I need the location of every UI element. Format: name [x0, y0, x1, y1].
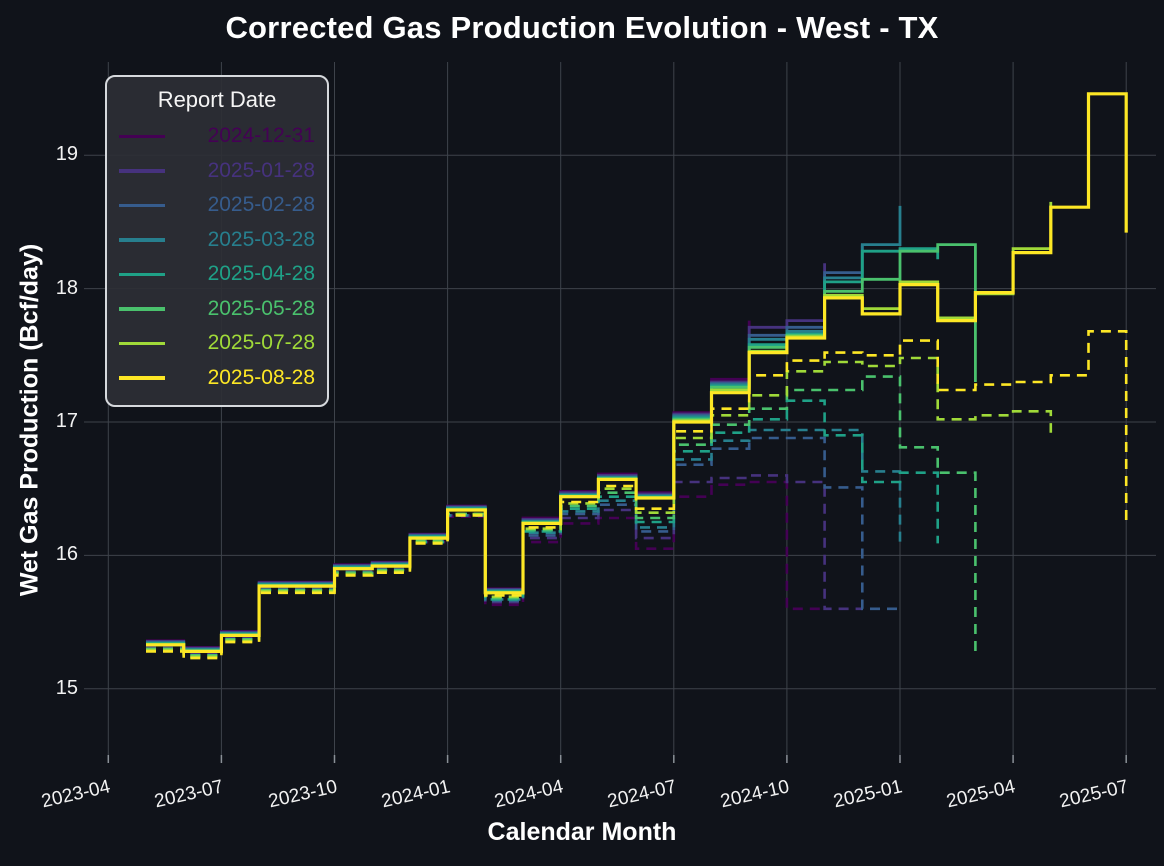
legend-title: Report Date	[157, 87, 277, 112]
legend-label: 2025-01-28	[207, 158, 315, 182]
legend-line-swatch	[119, 238, 165, 242]
legend-item-2025-07-28[interactable]: 2025-07-28	[107, 326, 327, 361]
dashed-line-2025-08-28	[146, 330, 1128, 660]
legend-items: 2024-12-31 2025-01-28 2025-02-28 2025-03-28…	[107, 119, 327, 395]
legend-line-swatch	[119, 307, 165, 311]
y-tick-label: 17	[55, 410, 78, 432]
legend-label: 2025-07-28	[207, 331, 315, 355]
solid-line-2025-08-28	[146, 92, 1128, 653]
legend: Report Date 2024-12-31 2025-01-28 2025-02-…	[105, 75, 329, 407]
legend-line-swatch	[119, 169, 165, 173]
legend-line-swatch	[119, 376, 165, 380]
legend-label: 2025-02-28	[207, 193, 315, 217]
legend-line-swatch	[119, 134, 165, 138]
axis-tick-marks	[107, 755, 1127, 763]
data-lines	[146, 92, 1128, 660]
legend-line-swatch	[119, 203, 165, 207]
legend-label: 2025-04-28	[207, 262, 315, 286]
legend-item-2025-03-28[interactable]: 2025-03-28	[107, 223, 327, 258]
dashed-line-2025-04-28	[146, 399, 939, 657]
legend-label: 2024-12-31	[207, 124, 315, 148]
legend-item-2025-05-28[interactable]: 2025-05-28	[107, 292, 327, 327]
legend-label: 2025-08-28	[207, 365, 315, 389]
legend-line-swatch	[119, 341, 165, 345]
y-tick-label: 18	[55, 276, 78, 299]
legend-item-2025-04-28[interactable]: 2025-04-28	[107, 257, 327, 292]
x-axis-title: Calendar Month	[487, 818, 677, 846]
y-tick-label: 16	[55, 543, 78, 566]
y-tick-label: 15	[55, 676, 78, 699]
y-tick-label: 19	[55, 143, 78, 166]
legend-item-2025-01-28[interactable]: 2025-01-28	[107, 154, 327, 189]
legend-line-swatch	[119, 272, 165, 276]
legend-item-2025-08-28[interactable]: 2025-08-28	[107, 361, 327, 396]
dashed-line-2025-01-28	[146, 474, 863, 656]
legend-item-2025-02-28[interactable]: 2025-02-28	[107, 188, 327, 223]
dashed-line-2024-12-31	[146, 480, 825, 656]
chart-title: Corrected Gas Production Evolution - Wes…	[225, 10, 939, 45]
legend-label: 2025-03-28	[207, 227, 315, 251]
legend-label: 2025-05-28	[207, 296, 315, 320]
legend-item-2024-12-31[interactable]: 2024-12-31	[107, 119, 327, 154]
